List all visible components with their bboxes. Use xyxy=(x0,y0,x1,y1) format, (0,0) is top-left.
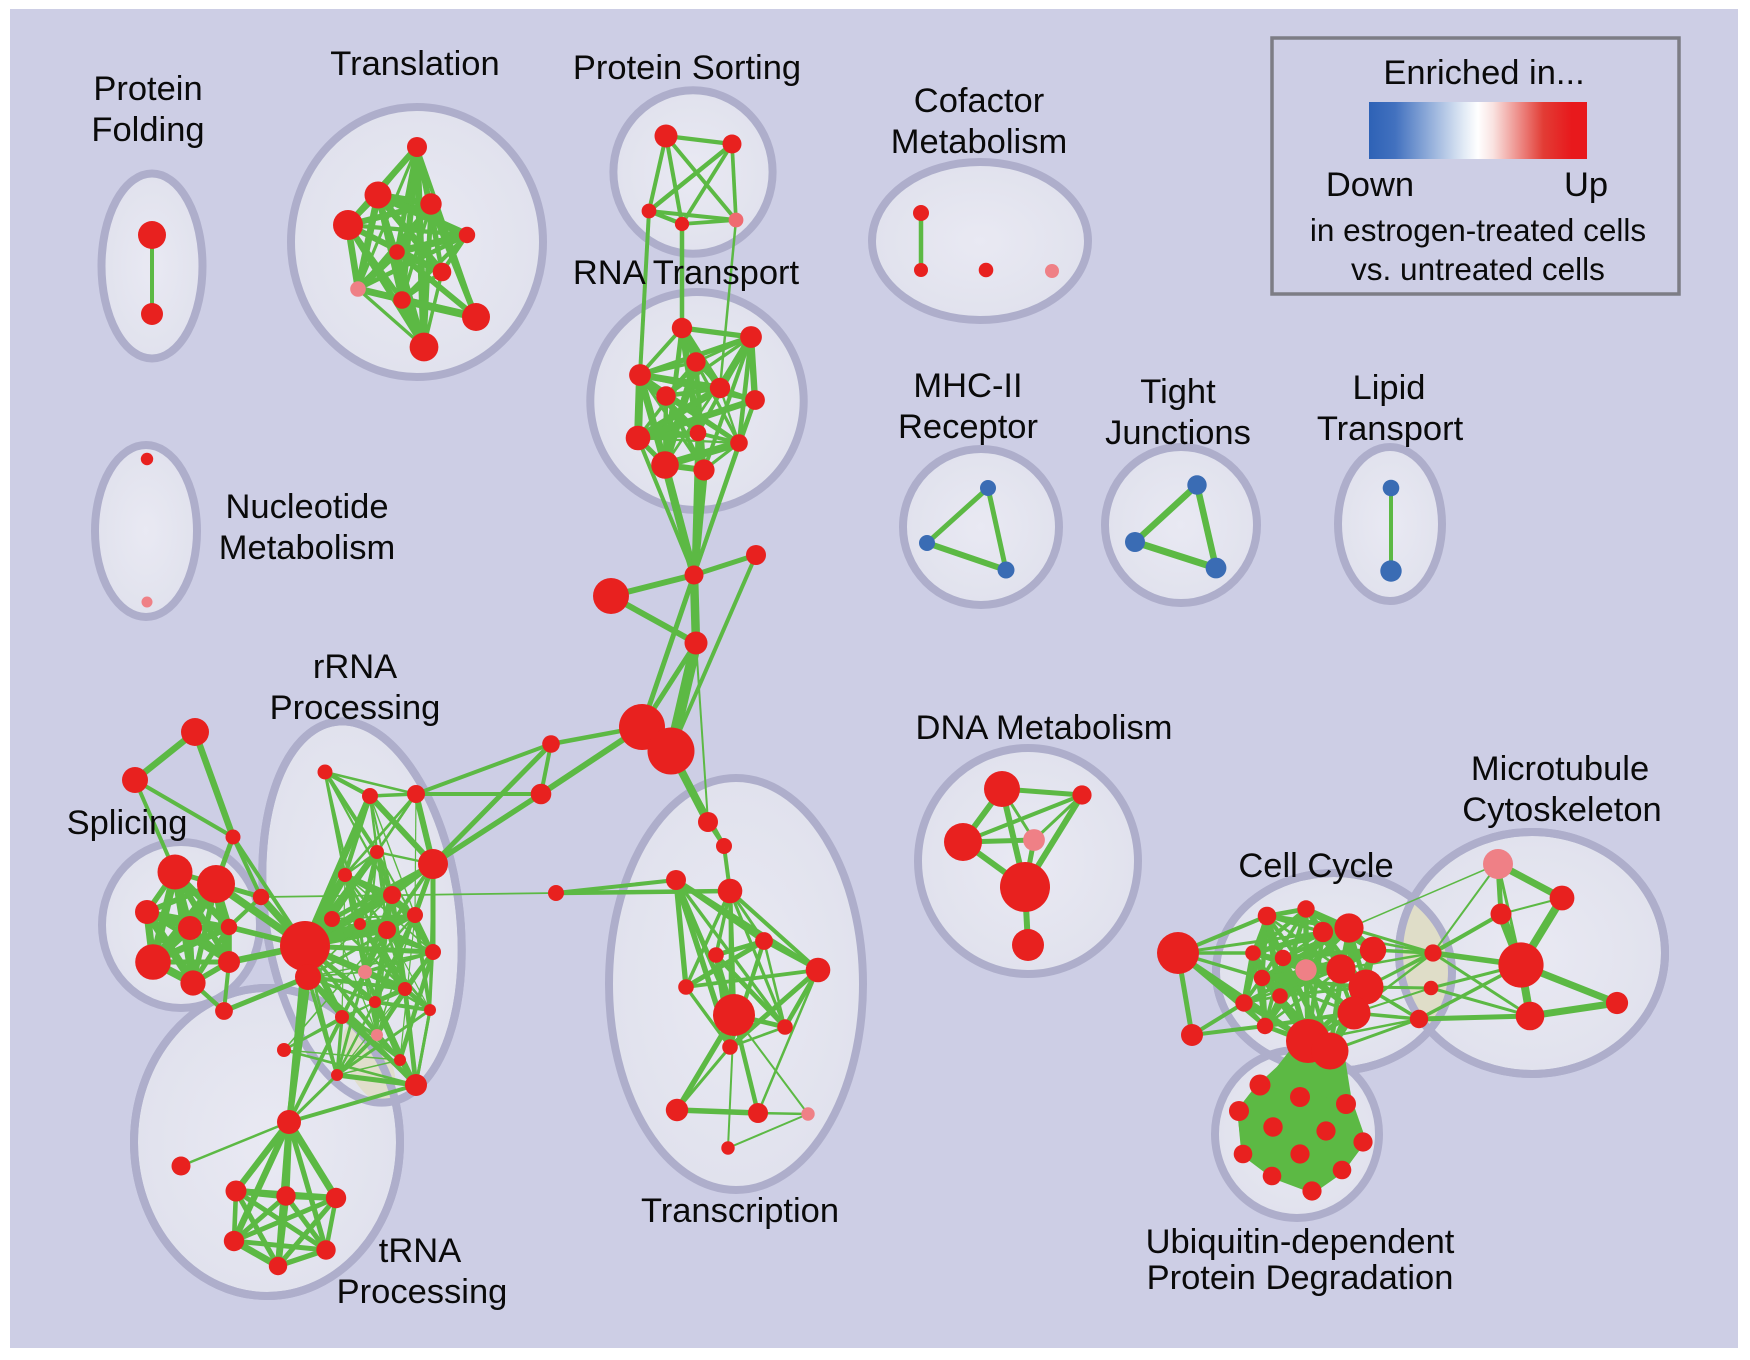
svg-text:Lipid: Lipid xyxy=(1353,369,1426,407)
svg-text:tRNA: tRNA xyxy=(379,1232,461,1270)
svg-text:MHC-II: MHC-II xyxy=(913,367,1022,405)
svg-text:Receptor: Receptor xyxy=(898,408,1038,446)
svg-text:Microtubule: Microtubule xyxy=(1471,750,1649,788)
svg-text:Processing: Processing xyxy=(270,689,441,727)
svg-text:Cofactor: Cofactor xyxy=(914,82,1044,120)
svg-text:Protein Degradation: Protein Degradation xyxy=(1147,1259,1454,1297)
svg-text:rRNA: rRNA xyxy=(313,648,397,686)
svg-text:vs. untreated cells: vs. untreated cells xyxy=(1351,251,1605,287)
svg-text:Metabolism: Metabolism xyxy=(891,123,1067,161)
svg-text:Transport: Transport xyxy=(1317,410,1464,448)
svg-text:RNA Transport: RNA Transport xyxy=(573,254,800,292)
svg-text:Cytoskeleton: Cytoskeleton xyxy=(1462,791,1661,829)
svg-text:Down: Down xyxy=(1326,166,1414,204)
svg-text:Splicing: Splicing xyxy=(67,804,188,842)
svg-text:Translation: Translation xyxy=(330,45,499,83)
svg-text:Protein: Protein xyxy=(93,70,202,108)
svg-text:Folding: Folding xyxy=(91,111,204,149)
svg-text:DNA Metabolism: DNA Metabolism xyxy=(916,709,1173,747)
svg-text:in estrogen-treated cells: in estrogen-treated cells xyxy=(1310,212,1646,248)
svg-text:Tight: Tight xyxy=(1140,373,1216,411)
svg-text:Nucleotide: Nucleotide xyxy=(225,488,388,526)
svg-text:Enriched in...: Enriched in... xyxy=(1383,54,1584,92)
svg-text:Transcription: Transcription xyxy=(641,1192,839,1230)
svg-text:Junctions: Junctions xyxy=(1105,414,1251,452)
svg-text:Processing: Processing xyxy=(337,1273,508,1311)
svg-text:Ubiquitin-dependent: Ubiquitin-dependent xyxy=(1146,1223,1455,1261)
svg-text:Cell Cycle: Cell Cycle xyxy=(1238,847,1393,885)
svg-text:Protein Sorting: Protein Sorting xyxy=(573,49,801,87)
svg-text:Metabolism: Metabolism xyxy=(219,529,395,567)
svg-text:Up: Up xyxy=(1564,166,1608,204)
